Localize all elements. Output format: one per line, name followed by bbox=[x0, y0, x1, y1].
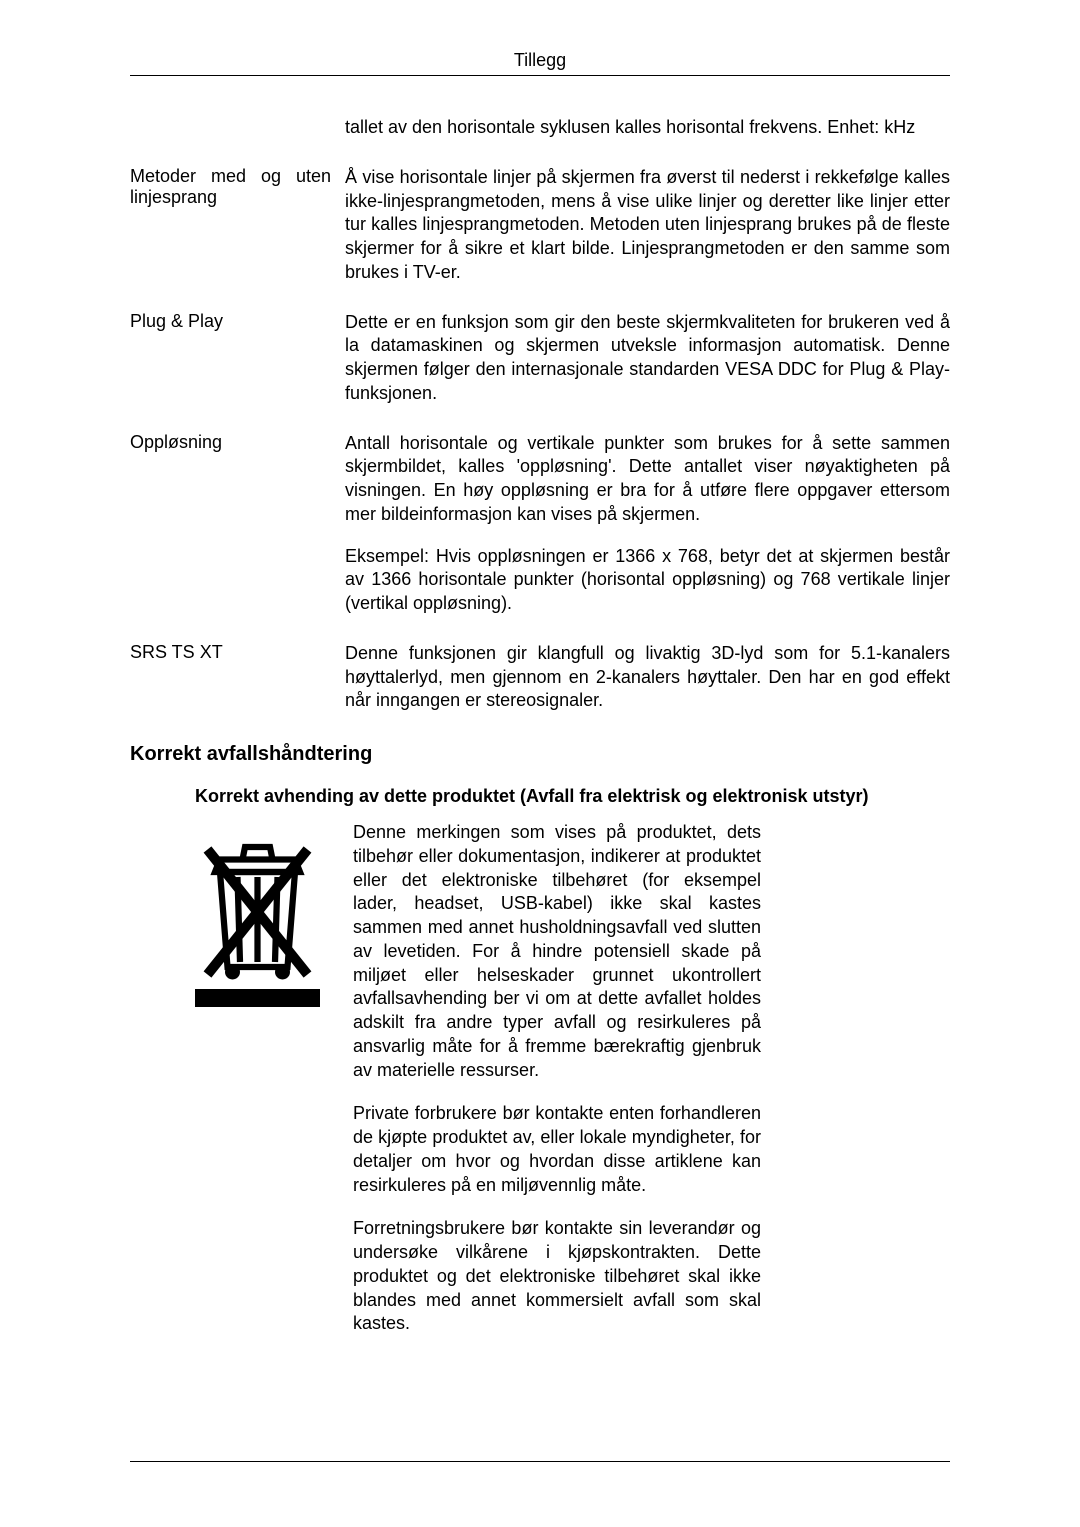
weee-bin-icon bbox=[195, 827, 320, 982]
weee-bar-icon bbox=[195, 989, 320, 1007]
definition-row: tallet av den horisontale syklusen kalle… bbox=[130, 116, 950, 140]
definition-paragraph: Eksempel: Hvis oppløsningen er 1366 x 76… bbox=[345, 545, 950, 616]
definition-term: Plug & Play bbox=[130, 311, 345, 332]
definition-paragraph: Dette er en funksjon som gir den beste s… bbox=[345, 311, 950, 406]
definition-description: Antall horisontale og vertikale punkter … bbox=[345, 432, 950, 616]
disposal-icons bbox=[195, 821, 353, 1007]
definition-paragraph: Antall horisontale og vertikale punkter … bbox=[345, 432, 950, 527]
disposal-text: Denne merkingen som vises på produktet, … bbox=[353, 821, 761, 1336]
disposal-paragraph: Forretningsbrukere bør kontakte sin leve… bbox=[353, 1217, 761, 1336]
header-divider bbox=[130, 75, 950, 76]
header-title: Tillegg bbox=[130, 50, 950, 71]
section-subheading: Korrekt avhending av dette produktet (Av… bbox=[195, 786, 950, 807]
definition-description: Dette er en funksjon som gir den beste s… bbox=[345, 311, 950, 406]
definition-paragraph: Denne funksjonen gir klangfull og livakt… bbox=[345, 642, 950, 713]
disposal-paragraph: Denne merkingen som vises på produktet, … bbox=[353, 821, 761, 1082]
definition-paragraph: Å vise horisontale linjer på skjermen fr… bbox=[345, 166, 950, 285]
footer-divider bbox=[130, 1461, 950, 1462]
disposal-block: Denne merkingen som vises på produktet, … bbox=[195, 821, 950, 1336]
definition-term: Metoder med og uten linjesprang bbox=[130, 166, 345, 208]
definitions-list: tallet av den horisontale syklusen kalle… bbox=[130, 116, 950, 713]
definition-description: Å vise horisontale linjer på skjermen fr… bbox=[345, 166, 950, 285]
definition-row: Metoder med og uten linjesprang Å vise h… bbox=[130, 166, 950, 285]
definition-term: SRS TS XT bbox=[130, 642, 345, 663]
definition-description: Denne funksjonen gir klangfull og livakt… bbox=[345, 642, 950, 713]
definition-description: tallet av den horisontale syklusen kalle… bbox=[345, 116, 950, 140]
section-heading: Korrekt avfallshåndtering bbox=[130, 743, 950, 766]
definition-paragraph: tallet av den horisontale syklusen kalle… bbox=[345, 116, 950, 140]
definition-row: Oppløsning Antall horisontale og vertika… bbox=[130, 432, 950, 616]
page-header: Tillegg bbox=[130, 50, 950, 76]
definition-row: Plug & Play Dette er en funksjon som gir… bbox=[130, 311, 950, 406]
definition-row: SRS TS XT Denne funksjonen gir klangfull… bbox=[130, 642, 950, 713]
definition-term: Oppløsning bbox=[130, 432, 345, 453]
disposal-paragraph: Private forbrukere bør kontakte enten fo… bbox=[353, 1102, 761, 1197]
